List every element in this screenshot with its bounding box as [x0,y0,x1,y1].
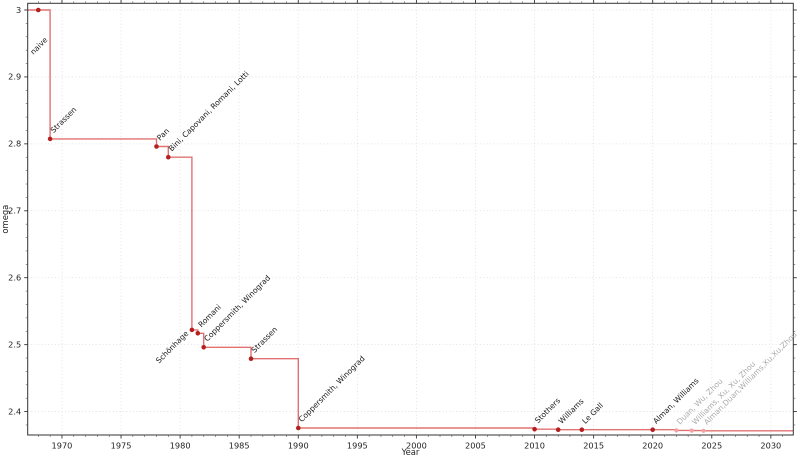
data-point-marker [166,154,171,160]
point-label: naive [28,35,49,56]
data-point-marker [579,427,585,433]
x-tick-label: 1995 [347,441,368,451]
x-tick-label: 1980 [170,441,191,451]
data-point-marker [154,144,159,149]
point-label: Strassen [250,325,280,355]
data-point-marker [650,427,655,433]
x-tick-label: 1985 [229,441,250,451]
point-label: Bini, Capovani, Romani, Lotti [167,69,251,153]
data-point-marker [296,425,301,431]
x-tick-label: 1990 [288,441,309,451]
data-point-marker [248,356,254,362]
x-tick-label: 2000 [406,441,427,451]
data-point-marker [36,7,41,13]
y-tick-label: 3 [16,5,21,15]
x-axis-label: Year [401,447,420,457]
data-point-marker [674,428,679,433]
data-point-marker [47,136,53,142]
data-point-marker [189,327,195,333]
x-tick-label: 2010 [524,441,545,451]
y-tick-label: 2.8 [8,139,21,149]
x-tick-label: 1975 [111,441,132,451]
x-tick-label: 2015 [583,441,604,451]
data-point-marker [201,345,206,350]
data-point-marker [701,428,706,433]
y-axis-label: omega [0,205,10,234]
data-point-marker [689,428,694,433]
x-tick-label: 2025 [701,441,722,451]
point-label: Williams, Xu, Xu, Zhou [690,359,757,426]
point-label: Coppersmith, Winograd [297,354,367,424]
data-point-marker [532,426,537,432]
plot-border [27,2,794,436]
y-tick-label: 2.5 [8,339,21,349]
point-label: Strassen [49,105,79,135]
point-label: Pan [155,126,171,142]
x-tick-label: 2005 [465,441,486,451]
y-tick-label: 2.6 [8,273,21,283]
data-point-marker [555,427,561,433]
x-tick-label: 2030 [760,441,781,451]
y-tick-label: 2.7 [8,206,21,216]
y-tick-label: 2.4 [8,406,21,416]
x-tick-label: 1970 [52,441,73,451]
step-line [27,9,794,432]
point-label: Schönhage [154,329,190,365]
x-tick-label: 2020 [642,441,663,451]
y-tick-label: 2.9 [8,72,21,82]
data-point-marker [195,331,201,336]
